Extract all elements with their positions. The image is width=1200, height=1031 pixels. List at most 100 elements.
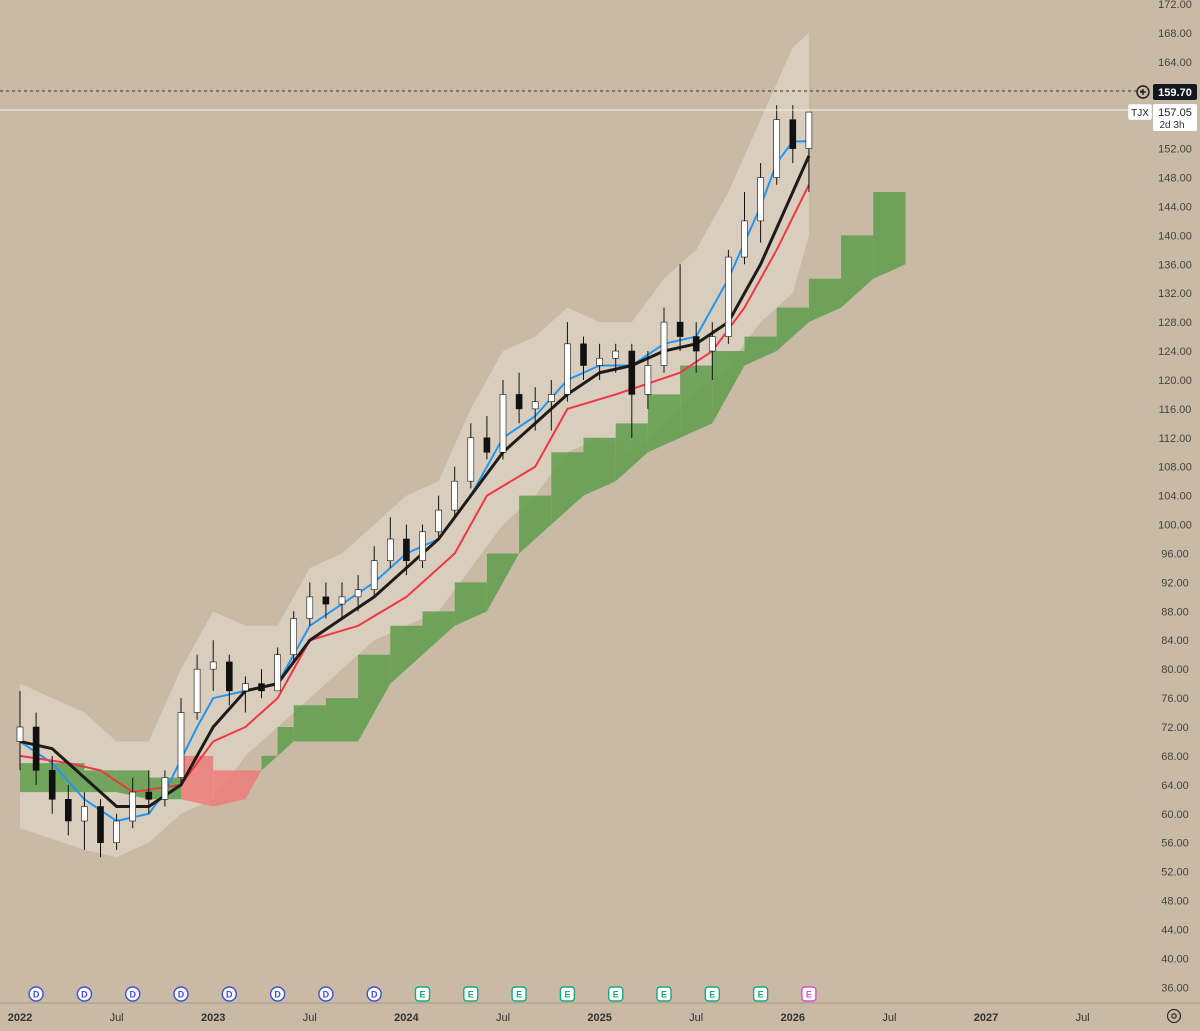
price-tick-label: 64.00 — [1161, 780, 1189, 792]
candle-body[interactable] — [676, 321, 684, 337]
cloud-segment — [647, 394, 681, 453]
earnings-marker[interactable]: E — [801, 986, 817, 1002]
time-tick-label: Jul — [110, 1012, 124, 1024]
price-tick-label: 72.00 — [1161, 722, 1189, 734]
earnings-marker[interactable]: E — [414, 986, 431, 1002]
candle-body[interactable] — [531, 401, 539, 410]
earnings-marker[interactable]: E — [511, 986, 527, 1002]
candle-body[interactable] — [483, 437, 491, 453]
price-tick-label: 88.00 — [1161, 606, 1189, 618]
candle-body[interactable] — [403, 538, 410, 562]
candle-body[interactable] — [757, 177, 764, 222]
event-marker-letter: E — [661, 990, 667, 1000]
price-tick-label: 80.00 — [1161, 664, 1189, 676]
dividend-marker[interactable]: D — [366, 986, 382, 1002]
earnings-marker[interactable]: E — [463, 986, 479, 1002]
price-tick-label: 68.00 — [1161, 751, 1189, 763]
time-axis[interactable] — [0, 1003, 1200, 1031]
earnings-marker[interactable]: E — [608, 986, 624, 1002]
dividend-marker[interactable]: D — [269, 986, 286, 1002]
time-tick-label: Jul — [303, 1012, 317, 1024]
candle-body[interactable] — [290, 618, 298, 655]
candle-body[interactable] — [644, 365, 652, 395]
candle-body[interactable] — [177, 712, 185, 778]
candle-body[interactable] — [660, 321, 668, 366]
dividend-marker[interactable]: D — [173, 986, 189, 1002]
cloud-segment — [293, 705, 326, 742]
candle-body[interactable] — [419, 531, 426, 562]
candle-body[interactable] — [97, 806, 104, 843]
candle-body[interactable] — [612, 350, 620, 359]
candle-body[interactable] — [306, 596, 314, 619]
earnings-marker[interactable]: E — [559, 986, 576, 1002]
candle-body[interactable] — [773, 119, 781, 178]
time-tick-label: Jul — [496, 1012, 510, 1024]
candle-body[interactable] — [226, 661, 233, 692]
candle-body[interactable] — [258, 683, 265, 692]
candle-body[interactable] — [789, 119, 797, 149]
candle-body[interactable] — [805, 111, 813, 149]
candle-body[interactable] — [113, 820, 120, 843]
price-tick-label: 52.00 — [1161, 867, 1189, 879]
candle-body[interactable] — [467, 437, 475, 482]
dividend-marker[interactable]: D — [28, 986, 44, 1002]
cloud-segment — [519, 495, 552, 554]
candle-body[interactable] — [596, 357, 603, 366]
event-marker-letter: E — [419, 990, 425, 1000]
event-marker-letter: E — [709, 990, 715, 1000]
candle-body[interactable] — [370, 560, 378, 590]
price-tick-label: 48.00 — [1161, 896, 1189, 908]
time-tick-label: 2022 — [8, 1012, 32, 1024]
crosshair-plus-icon[interactable] — [1136, 85, 1150, 99]
candle-body[interactable] — [547, 394, 555, 402]
candle-body[interactable] — [65, 798, 72, 822]
price-tick-label: 164.00 — [1158, 57, 1192, 69]
earnings-marker[interactable]: E — [752, 986, 769, 1002]
cloud-segment — [776, 307, 809, 352]
earnings-marker[interactable]: E — [656, 986, 672, 1002]
cloud-segment — [245, 770, 262, 800]
candle-body[interactable] — [725, 256, 732, 337]
earnings-marker[interactable]: E — [704, 986, 720, 1002]
time-tick-label: Jul — [689, 1012, 703, 1024]
candle-body[interactable] — [48, 770, 56, 800]
candle-body[interactable] — [274, 654, 281, 692]
candle-body[interactable] — [161, 777, 169, 800]
candle-body[interactable] — [564, 343, 571, 395]
candle-body[interactable] — [741, 220, 748, 258]
candle-body[interactable] — [628, 350, 636, 395]
candle-body[interactable] — [129, 791, 136, 822]
cloud-segment — [841, 235, 874, 308]
dividend-marker[interactable]: D — [221, 986, 238, 1002]
candle-body[interactable] — [145, 791, 153, 800]
candle-body[interactable] — [499, 394, 507, 453]
candle-body[interactable] — [209, 661, 217, 670]
time-tick-label: 2025 — [587, 1012, 611, 1024]
cloud-segment — [261, 755, 278, 771]
candle-body[interactable] — [322, 596, 330, 605]
settings-button[interactable] — [1166, 1008, 1182, 1024]
candle-body[interactable] — [81, 806, 88, 822]
candle-body[interactable] — [242, 683, 249, 692]
dividend-marker[interactable]: D — [124, 986, 141, 1002]
last-price-text: 157.05 — [1158, 107, 1192, 119]
dividend-marker[interactable]: D — [76, 986, 93, 1002]
candle-body[interactable] — [32, 726, 40, 771]
candle-body[interactable] — [692, 336, 700, 352]
dividend-marker[interactable]: D — [318, 986, 334, 1002]
candle-body[interactable] — [708, 336, 716, 352]
candle-body[interactable] — [16, 726, 24, 742]
candle-body[interactable] — [354, 589, 362, 598]
candle-body[interactable] — [193, 668, 201, 713]
candle-body[interactable] — [435, 509, 442, 533]
candle-body[interactable] — [338, 596, 346, 605]
cloud-segment — [325, 698, 359, 742]
candle-body[interactable] — [451, 480, 459, 511]
candle-body[interactable] — [515, 394, 523, 410]
price-axis[interactable] — [1145, 0, 1200, 1003]
candle-body[interactable] — [580, 343, 587, 366]
candle-body[interactable] — [386, 538, 394, 562]
price-tick-label: 60.00 — [1161, 809, 1189, 821]
time-axis-labels: 2022 Jul 2023 Jul 2024 Jul 2025 Jul 2026 Jul 2027 J… — [8, 1012, 1090, 1024]
